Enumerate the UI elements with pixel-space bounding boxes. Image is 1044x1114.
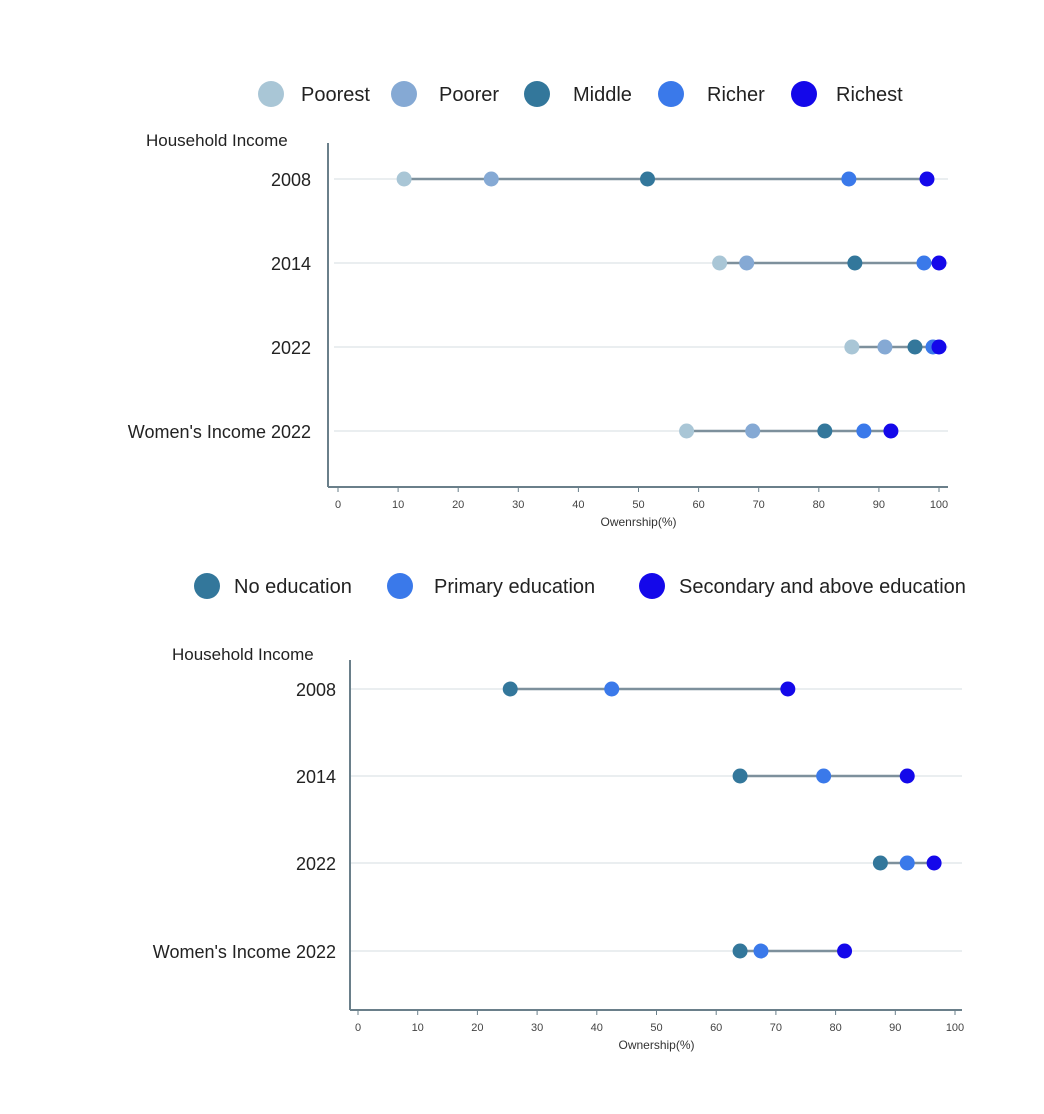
point-2022-secondary-and-above-education <box>926 855 942 871</box>
y-axis-caption: Household Income <box>172 645 314 664</box>
legend-marker-richest <box>791 81 817 107</box>
x-tick-label-70: 70 <box>753 499 765 511</box>
x-tick-label-10: 10 <box>392 499 404 511</box>
point-2008-no-education <box>502 681 518 697</box>
point-2014-no-education <box>732 768 748 784</box>
x-tick-label-30: 30 <box>512 499 524 511</box>
x-tick-label-40: 40 <box>572 499 584 511</box>
point-women-s-income-2022-middle <box>817 423 833 439</box>
x-tick-label-10: 10 <box>412 1022 424 1034</box>
category-label-2008: 2008 <box>271 170 311 190</box>
point-2008-poorest <box>396 171 412 187</box>
chart-household-income-wealth: Poorest Poorer Middle Richer Richest Househol… <box>128 81 948 529</box>
legend-label-middle: Middle <box>573 84 632 106</box>
point-2022-poorest <box>844 339 860 355</box>
category-label-women-s-income-2022: Women's Income 2022 <box>153 942 336 962</box>
point-women-s-income-2022-primary-education <box>753 943 769 959</box>
point-2014-primary-education <box>816 768 832 784</box>
point-2014-middle <box>847 255 863 271</box>
legend-marker-poorest <box>258 81 284 107</box>
point-2008-secondary-and-above-education <box>780 681 796 697</box>
legend: Poorest Poorer Middle Richer Richest <box>258 81 903 107</box>
x-tick-label-20: 20 <box>452 499 464 511</box>
point-2014-richer <box>916 255 932 271</box>
x-tick-label-100: 100 <box>930 499 948 511</box>
legend-label-no-education: No education <box>234 576 352 598</box>
legend-marker-poorer <box>391 81 417 107</box>
legend-marker-primary-education <box>387 573 413 599</box>
legend-label-richest: Richest <box>836 84 903 106</box>
x-tick-label-20: 20 <box>471 1022 483 1034</box>
x-tick-label-100: 100 <box>946 1022 964 1034</box>
x-tick-label-90: 90 <box>889 1022 901 1034</box>
category-label-2014: 2014 <box>296 767 336 787</box>
x-axis-label: Owenrship(%) <box>600 515 676 529</box>
point-2014-richest <box>931 255 947 271</box>
point-women-s-income-2022-poorer <box>745 423 761 439</box>
category-label-2008: 2008 <box>296 680 336 700</box>
x-tick-label-50: 50 <box>650 1022 662 1034</box>
point-2022-poorer <box>877 339 893 355</box>
point-2022-primary-education <box>899 855 915 871</box>
y-axis-caption: Household Income <box>146 131 288 150</box>
x-tick-label-60: 60 <box>692 499 704 511</box>
point-2022-richest <box>931 339 947 355</box>
x-axis-label: Ownership(%) <box>618 1038 694 1052</box>
legend-marker-middle <box>524 81 550 107</box>
category-label-2022: 2022 <box>296 854 336 874</box>
legend: No education Primary education Secondary a… <box>194 573 966 599</box>
category-label-2014: 2014 <box>271 254 311 274</box>
legend-label-primary-education: Primary education <box>434 576 595 598</box>
legend-label-richer: Richer <box>707 84 765 106</box>
legend-label-poorer: Poorer <box>439 84 499 106</box>
x-tick-label-30: 30 <box>531 1022 543 1034</box>
point-2014-poorest <box>712 255 728 271</box>
x-tick-label-0: 0 <box>335 499 341 511</box>
x-tick-label-0: 0 <box>355 1022 361 1034</box>
point-women-s-income-2022-richest <box>883 423 899 439</box>
point-2022-no-education <box>872 855 888 871</box>
point-women-s-income-2022-poorest <box>679 423 695 439</box>
legend-label-poorest: Poorest <box>301 84 370 106</box>
x-tick-label-50: 50 <box>632 499 644 511</box>
category-label-women-s-income-2022: Women's Income 2022 <box>128 422 311 442</box>
x-tick-label-40: 40 <box>591 1022 603 1034</box>
legend-marker-no-education <box>194 573 220 599</box>
point-2022-middle <box>907 339 923 355</box>
x-tick-label-80: 80 <box>829 1022 841 1034</box>
x-tick-label-80: 80 <box>813 499 825 511</box>
point-2014-poorer <box>739 255 755 271</box>
point-2014-secondary-and-above-education <box>899 768 915 784</box>
point-2008-primary-education <box>604 681 620 697</box>
x-tick-label-60: 60 <box>710 1022 722 1034</box>
point-women-s-income-2022-secondary-and-above-education <box>837 943 853 959</box>
x-tick-label-90: 90 <box>873 499 885 511</box>
point-2008-richer <box>841 171 857 187</box>
point-women-s-income-2022-no-education <box>732 943 748 959</box>
category-label-2022: 2022 <box>271 338 311 358</box>
point-2008-richest <box>919 171 935 187</box>
point-2008-poorer <box>483 171 499 187</box>
x-tick-label-70: 70 <box>770 1022 782 1034</box>
point-women-s-income-2022-richer <box>856 423 872 439</box>
chart-household-income-education: No education Primary education Secondary a… <box>153 573 966 1052</box>
point-2008-middle <box>640 171 656 187</box>
legend-label-secondary-and-above-education: Secondary and above education <box>679 576 966 598</box>
legend-marker-richer <box>658 81 684 107</box>
legend-marker-secondary-and-above-education <box>639 573 665 599</box>
